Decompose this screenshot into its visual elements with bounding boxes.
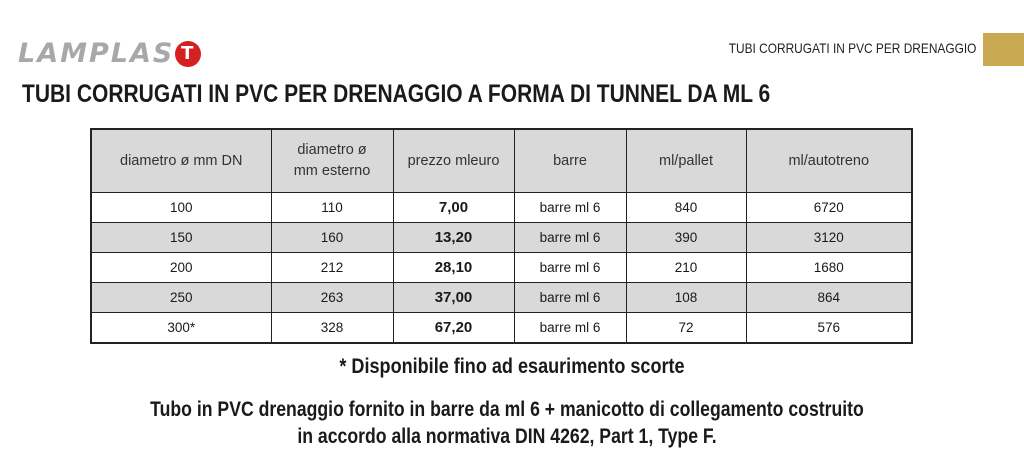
table-cell: 212 <box>270 252 394 283</box>
logo-mark: T <box>175 40 202 67</box>
table-cell: 250 <box>90 282 272 313</box>
column-header: ml/pallet <box>625 128 747 193</box>
table-cell: 28,10 <box>392 252 515 283</box>
table-cell: 864 <box>745 282 913 313</box>
description-line: Tubo in PVC drenaggio fornito in barre d… <box>150 398 864 421</box>
column-header: ml/autotreno <box>745 128 913 193</box>
table-cell: 390 <box>625 222 747 253</box>
column-header: prezzo mleuro <box>392 128 515 193</box>
logo-text: LAMPLAS <box>18 38 175 69</box>
table-cell: 100 <box>90 192 272 223</box>
table-cell: 263 <box>270 282 394 313</box>
section-label: TUBI CORRUGATI IN PVC PER DRENAGGIO <box>728 40 976 56</box>
page-title: TUBI CORRUGATI IN PVC PER DRENAGGIO A FO… <box>22 80 771 108</box>
table-cell: 72 <box>625 312 747 344</box>
description-line: in accordo alla normativa DIN 4262, Part… <box>297 425 717 448</box>
price-table: diametro ø mm DN diametro ø mm esterno pre… <box>90 128 913 344</box>
table-cell: barre ml 6 <box>513 252 627 283</box>
table-cell: 576 <box>745 312 913 344</box>
table-cell: 3120 <box>745 222 913 253</box>
column-header: diametro ø mm DN <box>90 128 272 193</box>
table-cell: 108 <box>625 282 747 313</box>
table-cell: 300* <box>90 312 272 344</box>
table-header: diametro ø mm DN diametro ø mm esterno pre… <box>90 128 913 193</box>
table-cell: 840 <box>625 192 747 223</box>
table-row: 200 212 28,10 barre ml 6 210 1680 <box>90 252 913 283</box>
table-cell: 160 <box>270 222 394 253</box>
table-cell: barre ml 6 <box>513 282 627 313</box>
table-row: 100 110 7,00 barre ml 6 840 6720 <box>90 192 913 223</box>
table-cell: 210 <box>625 252 747 283</box>
table-cell: 7,00 <box>392 192 515 223</box>
table-cell: 13,20 <box>392 222 515 253</box>
table-cell: 150 <box>90 222 272 253</box>
table-cell: 328 <box>270 312 394 344</box>
table-cell: 37,00 <box>392 282 515 313</box>
table-cell: 110 <box>270 192 394 223</box>
table-cell: 6720 <box>745 192 913 223</box>
gold-tab <box>983 33 1024 66</box>
table-cell: 200 <box>90 252 272 283</box>
table-cell: barre ml 6 <box>513 312 627 344</box>
lamplast-logo: LAMPLAS T <box>18 38 202 69</box>
availability-note: * Disponibile fino ad esaurimento scorte <box>339 355 685 378</box>
column-header: barre <box>513 128 627 193</box>
column-header: diametro ø mm esterno <box>270 128 394 193</box>
product-description: Tubo in PVC drenaggio fornito in barre d… <box>81 396 933 450</box>
table-row: 300* 328 67,20 barre ml 6 72 576 <box>90 312 913 344</box>
table-cell: barre ml 6 <box>513 192 627 223</box>
table-row: 150 160 13,20 barre ml 6 390 3120 <box>90 222 913 253</box>
table-cell: barre ml 6 <box>513 222 627 253</box>
table-cell: 67,20 <box>392 312 515 344</box>
table-cell: 1680 <box>745 252 913 283</box>
table-row: 250 263 37,00 barre ml 6 108 864 <box>90 282 913 313</box>
